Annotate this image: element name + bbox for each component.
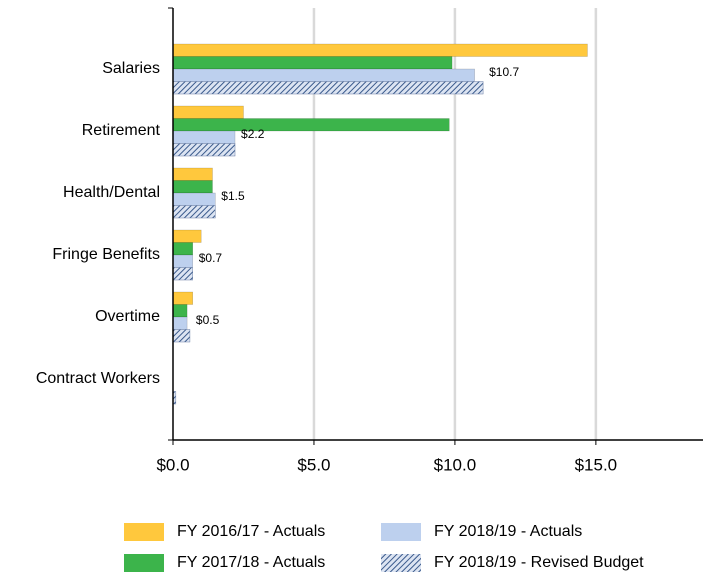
- bar: [172, 316, 188, 330]
- bar: [172, 68, 475, 82]
- bar: [172, 180, 213, 194]
- bar: [172, 143, 236, 157]
- bar: [172, 56, 453, 70]
- legend-label: FY 2018/19 - Revised Budget: [434, 554, 644, 571]
- legend-label: FY 2018/19 - Actuals: [434, 523, 582, 540]
- value-label: $2.2: [241, 127, 265, 141]
- value-label: $10.7: [489, 65, 519, 79]
- legend-swatch: [381, 554, 421, 572]
- category-label: Health/Dental: [63, 184, 160, 201]
- legend-label: FY 2016/17 - Actuals: [177, 523, 325, 540]
- bar: [172, 81, 484, 95]
- bar: [172, 192, 216, 206]
- legend-label: FY 2017/18 - Actuals: [177, 554, 325, 571]
- category-label: Salaries: [102, 60, 160, 77]
- bar: [172, 205, 216, 219]
- bar: [172, 229, 202, 243]
- category-label: Retirement: [82, 122, 161, 139]
- bar: [172, 329, 191, 343]
- category-label: Contract Workers: [36, 370, 160, 387]
- bar: [172, 254, 193, 268]
- x-tick-label: $0.0: [156, 455, 189, 474]
- x-tick-label: $10.0: [434, 455, 477, 474]
- bar: [172, 242, 193, 256]
- bar: [172, 130, 236, 144]
- labels: $0.0 $5.0 $10.0 $15.0 Salaries $10.7 Retiremen…: [36, 60, 703, 572]
- x-tick-label: $5.0: [297, 455, 330, 474]
- bar: [172, 118, 450, 132]
- bar: [172, 105, 244, 119]
- legend-swatch: [381, 523, 421, 541]
- bar: [172, 291, 193, 305]
- category-label: Overtime: [95, 308, 160, 325]
- x-tick-label: $15.0: [575, 455, 618, 474]
- value-label: $0.7: [199, 251, 223, 265]
- legend-swatch: [124, 523, 164, 541]
- bar: [172, 167, 213, 181]
- bar: [172, 43, 588, 57]
- category-label: Fringe Benefits: [52, 246, 160, 263]
- bar: [172, 304, 188, 318]
- value-label: $0.5: [196, 313, 220, 327]
- bar: [172, 267, 193, 281]
- legend-swatch: [124, 554, 164, 572]
- value-label: $1.5: [221, 189, 245, 203]
- bars: [172, 43, 588, 405]
